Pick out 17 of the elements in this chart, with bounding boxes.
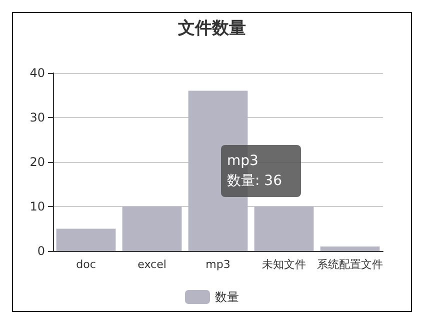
y-tick-label: 30 (30, 110, 45, 124)
x-tick-label: mp3 (206, 258, 230, 271)
bar (254, 206, 314, 251)
x-tick-label: 系统配置文件 (317, 258, 383, 271)
x-tick-label: 未知文件 (262, 258, 306, 271)
x-tick-label: doc (76, 258, 96, 271)
x-tick-label: excel (138, 258, 166, 271)
bar (320, 246, 380, 251)
bar (122, 206, 182, 251)
chart-title: 文件数量 (177, 18, 246, 38)
bar (56, 228, 116, 251)
legend-label: 数量 (215, 290, 239, 304)
y-tick-label: 10 (30, 200, 45, 214)
y-tick-label: 0 (37, 244, 45, 258)
y-tick-label: 20 (30, 155, 45, 169)
annotation: mp3 数量: 36 (227, 153, 282, 189)
y-tick-label: 40 (30, 66, 45, 80)
